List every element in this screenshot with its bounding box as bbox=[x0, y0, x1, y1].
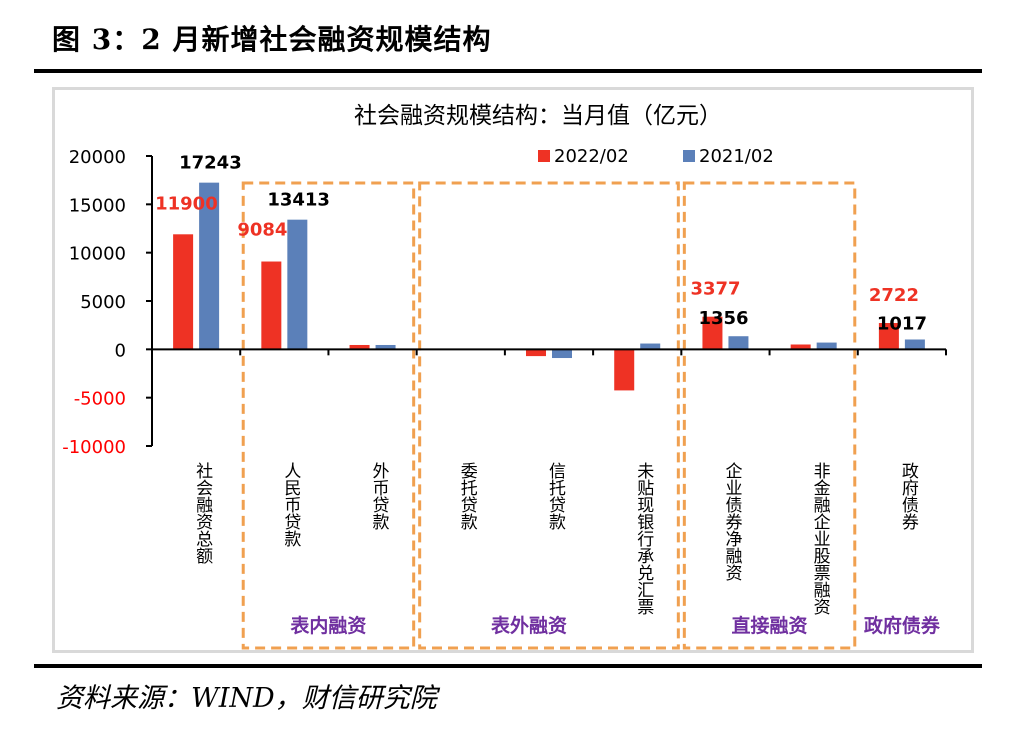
bottom-rule bbox=[34, 664, 982, 668]
y-tick-label: -10000 bbox=[62, 437, 126, 458]
bar bbox=[614, 349, 635, 391]
category-label: 非金融企业股票融资 bbox=[810, 462, 831, 615]
group-labels: 表内融资 表外融资 直接融资 政府债券 bbox=[290, 614, 940, 637]
chart-title: 社会融资规模结构：当月值（亿元） bbox=[354, 103, 722, 129]
bar bbox=[173, 234, 194, 350]
category-label: 未贴现银行承兑汇票 bbox=[633, 462, 654, 615]
axes: 20000 15000 10000 5000 0 -5000 -10000 bbox=[62, 147, 947, 458]
bar bbox=[816, 342, 837, 350]
figure-title: 图 3：2 月新增社会融资规模结构 bbox=[52, 23, 492, 56]
category-label: 委托贷款 bbox=[457, 462, 478, 531]
y-tick-label: 10000 bbox=[69, 244, 126, 265]
y-tick-label: 5000 bbox=[80, 292, 126, 313]
bar bbox=[904, 339, 925, 350]
y-tick-label: 0 bbox=[115, 340, 126, 361]
bar bbox=[375, 344, 396, 350]
data-label: 9084 bbox=[237, 220, 287, 241]
category-label: 外币贷款 bbox=[369, 462, 390, 531]
group-box bbox=[418, 181, 680, 650]
category-labels: 社会融资总额 人民币贷款 外币贷款 委托贷款 信托贷款 未贴现银行承兑汇票 企业债券净融资 非… bbox=[192, 462, 918, 615]
data-label: 17243 bbox=[179, 153, 242, 174]
chart-frame bbox=[52, 87, 974, 653]
bar bbox=[349, 344, 370, 350]
legend-label: 2021/02 bbox=[699, 146, 774, 167]
group-box bbox=[241, 181, 416, 650]
top-rule bbox=[34, 69, 982, 73]
data-label: 13413 bbox=[267, 190, 330, 211]
category-label: 人民币贷款 bbox=[280, 462, 301, 548]
group-label: 表外融资 bbox=[491, 614, 567, 637]
y-tick-label: -5000 bbox=[74, 389, 126, 410]
y-tick-label: 15000 bbox=[69, 195, 126, 216]
legend-swatch bbox=[538, 150, 550, 162]
bar bbox=[878, 323, 899, 350]
category-label: 政府债券 bbox=[898, 462, 919, 530]
group-label: 政府债券 bbox=[864, 614, 941, 637]
bar bbox=[526, 349, 546, 357]
data-labels: 11900 17243 9084 13413 3377 1356 2722 1017 bbox=[155, 153, 927, 335]
data-label: 1017 bbox=[877, 314, 927, 335]
data-label: 3377 bbox=[690, 279, 740, 300]
group-boxes bbox=[241, 181, 857, 650]
bar bbox=[702, 316, 723, 350]
legend: 2022/02 2021/02 bbox=[538, 146, 774, 167]
data-label: 2722 bbox=[869, 285, 919, 306]
bar bbox=[640, 343, 661, 350]
data-label: 11900 bbox=[155, 193, 218, 214]
y-tick-label: 20000 bbox=[69, 147, 126, 168]
group-label: 表内融资 bbox=[290, 614, 366, 637]
data-label: 1356 bbox=[698, 308, 748, 329]
group-label: 直接融资 bbox=[732, 614, 808, 637]
bar bbox=[552, 349, 572, 359]
category-label: 企业债券净融资 bbox=[721, 462, 742, 581]
bar bbox=[287, 219, 308, 350]
legend-swatch bbox=[683, 150, 695, 162]
category-label: 信托贷款 bbox=[545, 462, 566, 531]
bar bbox=[199, 182, 220, 350]
group-box bbox=[682, 181, 857, 650]
category-label: 社会融资总额 bbox=[192, 462, 213, 564]
legend-label: 2022/02 bbox=[554, 146, 629, 167]
source-note: 资料来源：WIND，财信研究院 bbox=[56, 683, 437, 714]
bars bbox=[173, 182, 925, 391]
bar bbox=[790, 344, 811, 350]
bar bbox=[261, 261, 282, 350]
bar bbox=[728, 336, 749, 350]
